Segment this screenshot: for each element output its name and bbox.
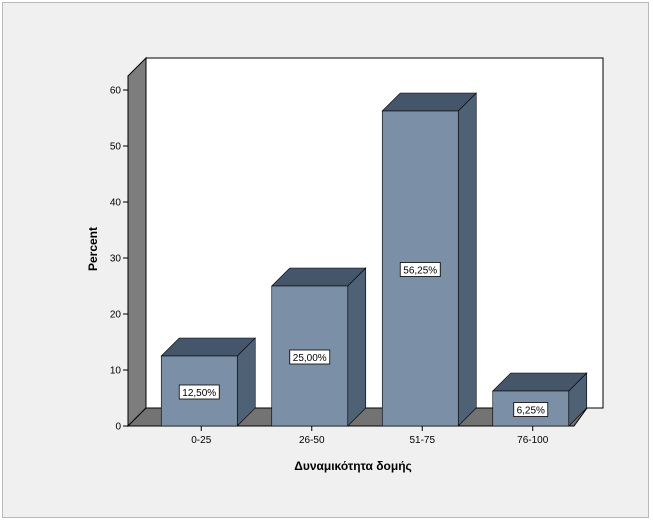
y-tick-label: 10 xyxy=(110,366,122,377)
bar-side-face xyxy=(347,267,367,427)
x-axis-title: Δυναμικότητα δομής xyxy=(294,459,412,473)
y-axis-title: Percent xyxy=(86,227,100,271)
y-tick-label: 30 xyxy=(110,254,122,265)
bar: 6,25% xyxy=(492,372,588,427)
x-tick-label: 26-50 xyxy=(299,435,325,446)
x-tick-label: 76-100 xyxy=(517,435,549,446)
data-label: 12,50% xyxy=(182,388,216,399)
chart-left-wall xyxy=(127,56,147,428)
data-label: 25,00% xyxy=(293,353,327,364)
data-label-box xyxy=(399,262,441,277)
bars: 12,50% 25,00% 56,25% 6,25% xyxy=(160,92,588,427)
y-tick-label: 60 xyxy=(110,86,122,97)
y-axis-ticks: 0 10 20 30 40 50 60 xyxy=(110,86,128,433)
bar: 12,50% xyxy=(160,337,256,427)
bar: 56,25% xyxy=(381,92,477,427)
y-tick-label: 0 xyxy=(115,422,121,433)
x-axis-ticks: 0-25 26-50 51-75 76-100 xyxy=(191,426,549,446)
x-tick-label: 0-25 xyxy=(191,435,211,446)
data-label: 6,25% xyxy=(517,406,545,417)
y-tick-label: 40 xyxy=(110,198,122,209)
data-label-box xyxy=(289,349,331,365)
y-tick-label: 20 xyxy=(110,310,122,321)
data-label: 56,25% xyxy=(403,266,437,277)
bar-side-face xyxy=(457,92,477,427)
data-label-box xyxy=(178,384,220,400)
bar: 25,00% xyxy=(271,267,367,427)
data-label-box xyxy=(513,402,549,417)
y-tick-label: 50 xyxy=(110,142,122,153)
x-tick-label: 51-75 xyxy=(409,435,435,446)
